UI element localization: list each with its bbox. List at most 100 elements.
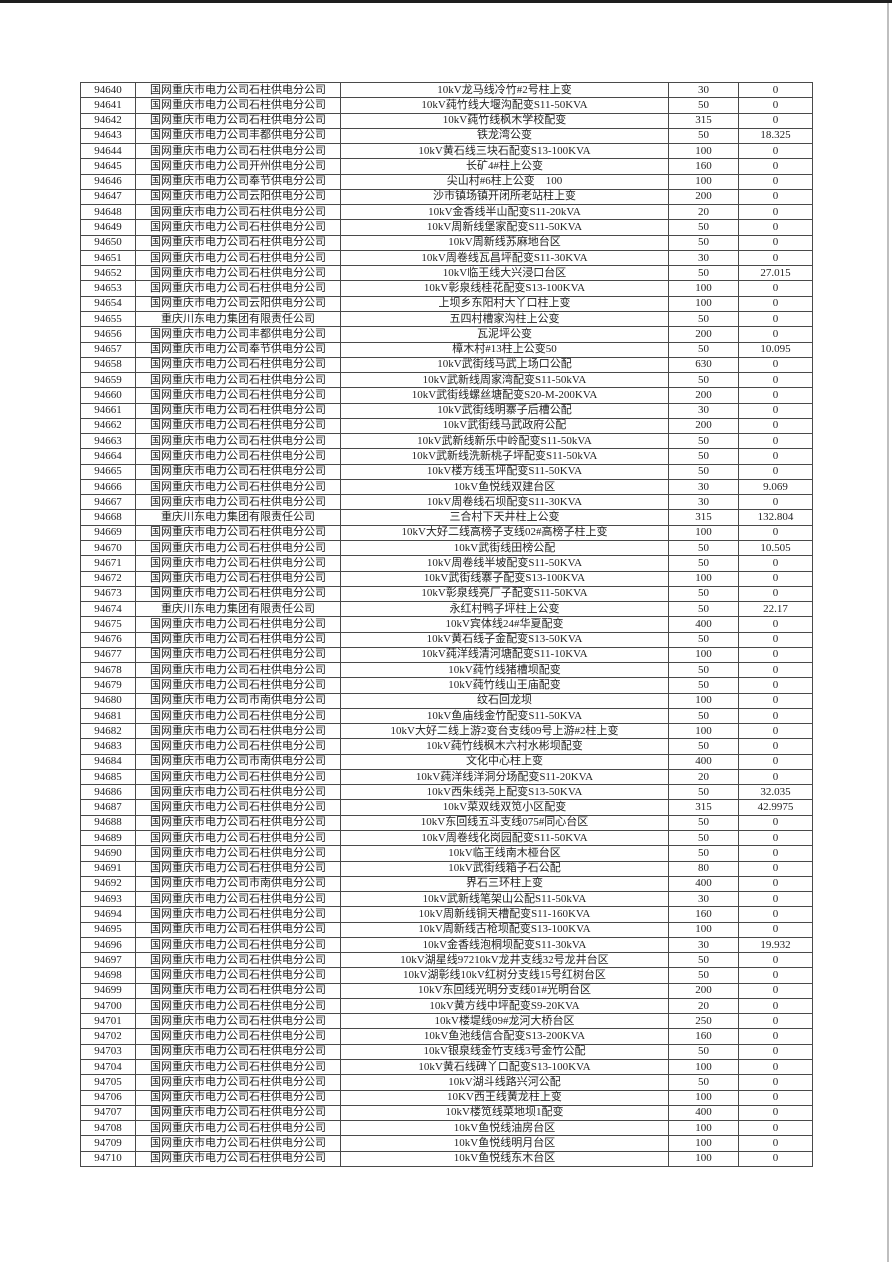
cell-company: 国网重庆市电力公司石柱供电分公司 (135, 433, 341, 450)
cell-id: 94665 (80, 463, 136, 480)
cell-id: 94669 (80, 524, 136, 541)
cell-company: 国网重庆市电力公司石柱供电分公司 (135, 280, 341, 297)
cell-loss: 0 (738, 692, 813, 709)
cell-capacity: 50 (668, 97, 739, 114)
cell-id: 94655 (80, 310, 136, 328)
cell-loss: 9.069 (738, 478, 813, 496)
cell-id: 94667 (80, 494, 136, 511)
cell-capacity: 50 (668, 555, 739, 572)
cell-capacity: 250 (668, 1013, 739, 1030)
cell-capacity: 20 (668, 997, 739, 1015)
cell-capacity: 30 (668, 891, 739, 908)
cell-capacity: 50 (668, 265, 739, 282)
cell-id: 94696 (80, 936, 136, 954)
table-row: 94668 重庆川东电力集团有限责任公司 三合村下天井柱上公变 315 132.804 (80, 509, 813, 526)
cell-loss: 0 (738, 662, 813, 679)
cell-loss: 0 (738, 1150, 813, 1168)
cell-device: 10kV临王线南木桠台区 (340, 845, 669, 862)
cell-company: 国网重庆市电力公司丰都供电分公司 (135, 127, 341, 145)
cell-loss: 10.095 (738, 341, 813, 358)
cell-device: 10kV金香线半山配变S11-20kVA (340, 204, 669, 221)
cell-capacity: 30 (668, 494, 739, 511)
cell-capacity: 100 (668, 524, 739, 541)
cell-capacity: 315 (668, 509, 739, 526)
cell-capacity: 20 (668, 768, 739, 786)
cell-loss: 0 (738, 1089, 813, 1106)
cell-id: 94658 (80, 356, 136, 374)
cell-company: 国网重庆市电力公司石柱供电分公司 (135, 143, 341, 160)
cell-loss: 0 (738, 204, 813, 221)
cell-id: 94681 (80, 707, 136, 725)
cell-company: 国网重庆市电力公司石柱供电分公司 (135, 723, 341, 740)
cell-device: 文化中心柱上变 (340, 753, 669, 770)
cell-id: 94644 (80, 143, 136, 160)
cell-id: 94709 (80, 1135, 136, 1152)
cell-id: 94676 (80, 631, 136, 648)
cell-device: 10kV周卷线石坝配变S11-30KVA (340, 494, 669, 511)
cell-id: 94694 (80, 906, 136, 923)
cell-company: 国网重庆市电力公司石柱供电分公司 (135, 997, 341, 1015)
cell-id: 94677 (80, 646, 136, 664)
cell-company: 国网重庆市电力公司石柱供电分公司 (135, 494, 341, 511)
cell-capacity: 50 (668, 845, 739, 862)
cell-device: 樟木村#13柱上公变50 (340, 341, 669, 358)
cell-company: 国网重庆市电力公司石柱供电分公司 (135, 417, 341, 435)
cell-loss: 0 (738, 173, 813, 190)
cell-capacity: 50 (668, 341, 739, 358)
cell-loss: 0 (738, 494, 813, 511)
cell-device: 10kV湖彰线10kV红树分支线15号红树台区 (340, 967, 669, 984)
cell-loss: 0 (738, 387, 813, 404)
cell-id: 94679 (80, 677, 136, 694)
cell-id: 94673 (80, 585, 136, 603)
cell-id: 94668 (80, 509, 136, 526)
cell-company: 国网重庆市电力公司石柱供电分公司 (135, 967, 341, 984)
cell-loss: 0 (738, 631, 813, 648)
table-row: 94679 国网重庆市电力公司石柱供电分公司 10kV莼竹线山王庙配变 50 0 (80, 677, 813, 694)
cell-loss: 0 (738, 875, 813, 893)
table-row: 94670 国网重庆市电力公司石柱供电分公司 10kV武街线田榜公配 50 10.505 (80, 539, 813, 557)
cell-company: 国网重庆市电力公司石柱供电分公司 (135, 585, 341, 603)
cell-capacity: 160 (668, 1028, 739, 1045)
cell-loss: 0 (738, 768, 813, 786)
cell-device: 瓦泥坪公变 (340, 326, 669, 343)
cell-device: 10kV鱼悦线明月台区 (340, 1135, 669, 1152)
table-row: 94682 国网重庆市电力公司石柱供电分公司 10kV大好二线上游2变台支线09号上… (80, 723, 813, 740)
cell-loss: 0 (738, 845, 813, 862)
table-row: 94649 国网重庆市电力公司石柱供电分公司 10kV周新线堡家配变S11-50KV… (80, 219, 813, 236)
cell-device: 10kV金香线泡桐坝配变S11-30kVA (340, 936, 669, 954)
cell-loss: 0 (738, 997, 813, 1015)
cell-capacity: 100 (668, 646, 739, 664)
cell-loss: 22.17 (738, 601, 813, 618)
cell-company: 国网重庆市电力公司丰都供电分公司 (135, 326, 341, 343)
cell-id: 94656 (80, 326, 136, 343)
cell-company: 国网重庆市电力公司石柱供电分公司 (135, 387, 341, 404)
table-row: 94653 国网重庆市电力公司石柱供电分公司 10kV彰泉线桂花配变S13-100K… (80, 280, 813, 297)
cell-id: 94689 (80, 830, 136, 847)
cell-company: 国网重庆市电力公司市南供电分公司 (135, 875, 341, 893)
cell-id: 94652 (80, 265, 136, 282)
cell-capacity: 100 (668, 173, 739, 190)
cell-company: 国网重庆市电力公司石柱供电分公司 (135, 356, 341, 374)
cell-loss: 0 (738, 356, 813, 374)
table-row: 94658 国网重庆市电力公司石柱供电分公司 10kV武街线马武上场口公配 630 0 (80, 356, 813, 374)
cell-company: 国网重庆市电力公司石柱供电分公司 (135, 1104, 341, 1122)
cell-id: 94672 (80, 570, 136, 587)
cell-id: 94678 (80, 662, 136, 679)
cell-device: 10kV周新线苏麻地台区 (340, 234, 669, 251)
cell-capacity: 100 (668, 1058, 739, 1076)
cell-capacity: 50 (668, 585, 739, 603)
cell-id: 94641 (80, 97, 136, 114)
table-row: 94665 国网重庆市电力公司石柱供电分公司 10kV楼方线玉坪配变S11-50KV… (80, 463, 813, 480)
cell-id: 94680 (80, 692, 136, 709)
cell-id: 94663 (80, 433, 136, 450)
cell-company: 国网重庆市电力公司石柱供电分公司 (135, 204, 341, 221)
cell-id: 94684 (80, 753, 136, 770)
cell-id: 94649 (80, 219, 136, 236)
cell-device: 10kV莼洋线清河塘配变S11-10KVA (340, 646, 669, 664)
cell-id: 94653 (80, 280, 136, 297)
table-row: 94647 国网重庆市电力公司云阳供电分公司 沙市镇场镇开闭所老站柱上变 200 0 (80, 188, 813, 206)
cell-loss: 0 (738, 1013, 813, 1030)
cell-id: 94642 (80, 112, 136, 129)
cell-capacity: 50 (668, 127, 739, 145)
cell-device: 10kV黄石线碑丫口配变S13-100KVA (340, 1058, 669, 1076)
